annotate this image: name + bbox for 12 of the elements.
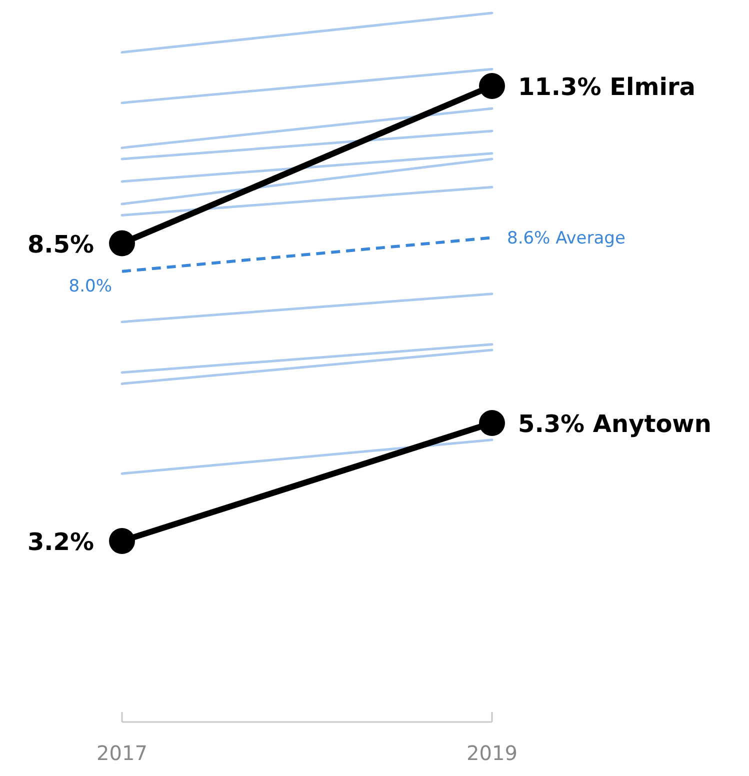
data-label: 8.0% bbox=[68, 276, 112, 296]
text: 11.3% Elmira bbox=[518, 73, 696, 102]
point bbox=[479, 73, 505, 100]
point bbox=[109, 528, 135, 554]
text: 8.6% Average bbox=[507, 228, 626, 249]
text: 5.3% Anytown bbox=[518, 410, 712, 438]
data-label: 3.2% bbox=[27, 528, 94, 556]
x-tick-label: 2017 bbox=[96, 741, 148, 765]
x-tick-label: 2019 bbox=[466, 741, 518, 765]
data-label: 8.5% bbox=[27, 230, 94, 258]
point bbox=[479, 410, 505, 436]
point bbox=[109, 230, 135, 256]
